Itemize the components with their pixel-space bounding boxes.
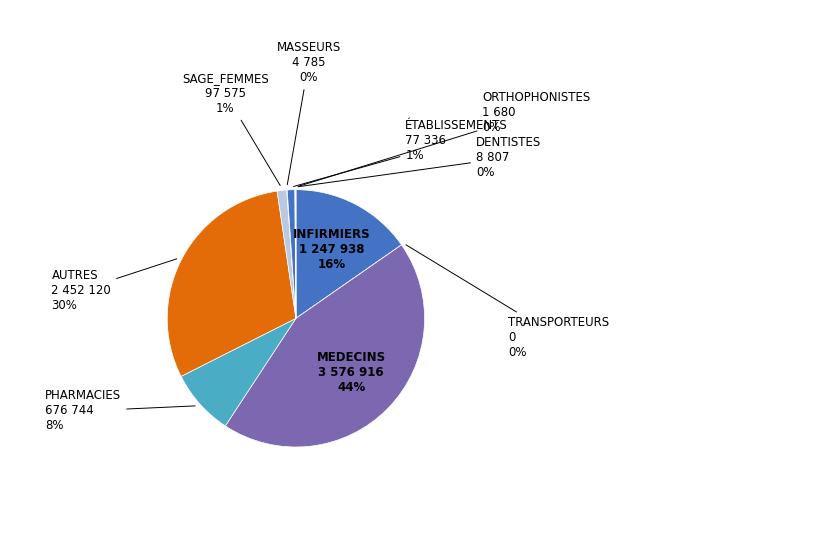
- Wedge shape: [287, 190, 296, 319]
- Wedge shape: [277, 190, 296, 319]
- Text: ÉTABLISSEMENTS
77 336
1%: ÉTABLISSEMENTS 77 336 1%: [293, 119, 508, 186]
- Wedge shape: [296, 245, 401, 319]
- Wedge shape: [287, 190, 296, 319]
- Text: TRANSPORTEURS
0
0%: TRANSPORTEURS 0 0%: [406, 245, 609, 359]
- Wedge shape: [167, 191, 296, 376]
- Text: AUTRES
2 452 120
30%: AUTRES 2 452 120 30%: [52, 259, 177, 312]
- Text: INFIRMIERS
1 247 938
16%: INFIRMIERS 1 247 938 16%: [293, 229, 371, 272]
- Text: MASSEURS
4 785
0%: MASSEURS 4 785 0%: [277, 41, 341, 185]
- Wedge shape: [296, 190, 401, 319]
- Wedge shape: [295, 190, 296, 319]
- Wedge shape: [181, 319, 296, 426]
- Wedge shape: [225, 245, 425, 447]
- Text: SAGE_FEMMES
97 575
1%: SAGE_FEMMES 97 575 1%: [182, 72, 280, 185]
- Text: MEDECINS
3 576 916
44%: MEDECINS 3 576 916 44%: [316, 351, 386, 393]
- Text: ORTHOPHONISTES
1 680
0%: ORTHOPHONISTES 1 680 0%: [298, 91, 591, 186]
- Text: DENTISTES
8 807
0%: DENTISTES 8 807 0%: [298, 136, 542, 186]
- Text: PHARMACIES
676 744
8%: PHARMACIES 676 744 8%: [45, 390, 196, 432]
